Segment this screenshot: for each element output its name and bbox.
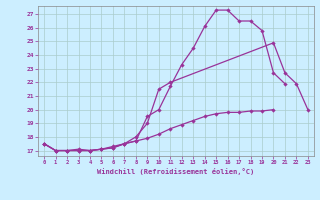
X-axis label: Windchill (Refroidissement éolien,°C): Windchill (Refroidissement éolien,°C) [97,168,255,175]
